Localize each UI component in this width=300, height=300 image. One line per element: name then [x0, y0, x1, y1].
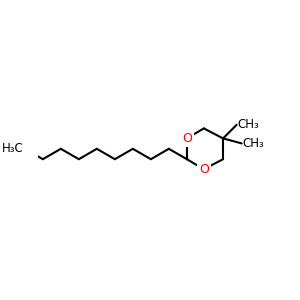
- Text: H₃C: H₃C: [2, 142, 23, 155]
- Text: O: O: [199, 163, 209, 176]
- Text: CH₃: CH₃: [242, 137, 264, 150]
- Text: CH₃: CH₃: [237, 118, 259, 131]
- Text: O: O: [182, 132, 192, 145]
